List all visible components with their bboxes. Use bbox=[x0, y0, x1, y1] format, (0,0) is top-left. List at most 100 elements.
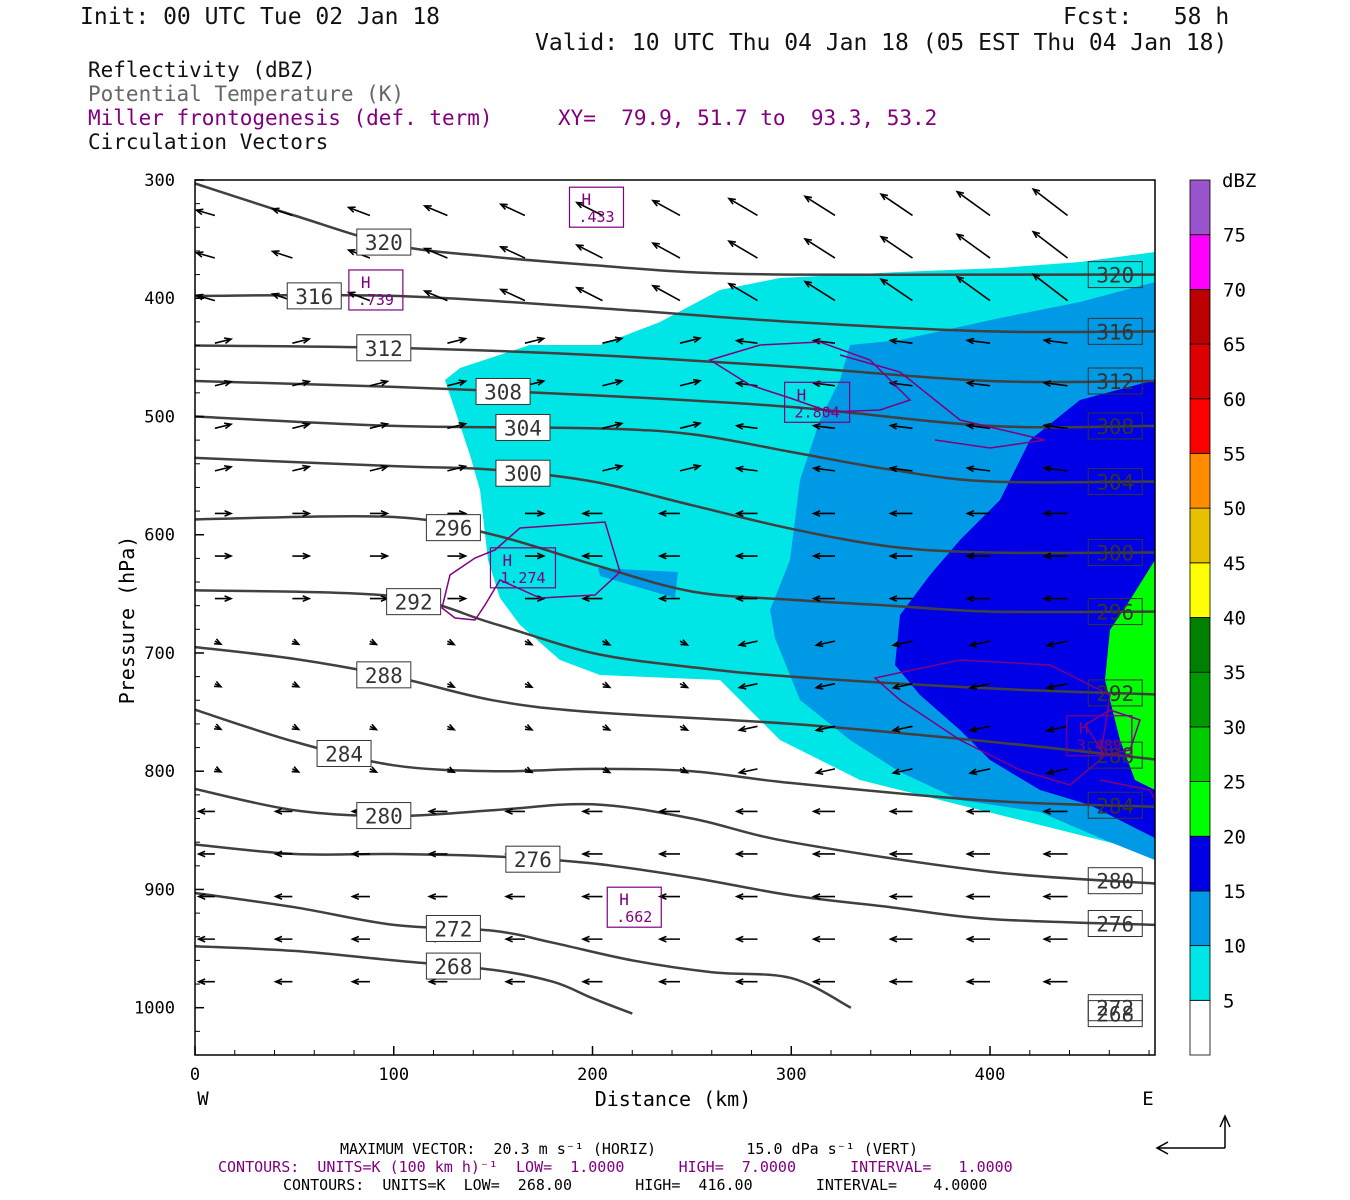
colorbar-label: 65 bbox=[1223, 334, 1246, 356]
circulation-vector bbox=[350, 893, 370, 901]
circulation-vector bbox=[891, 725, 913, 733]
circulation-vector bbox=[350, 850, 370, 858]
fronto-max-label: H.433 bbox=[568, 186, 625, 228]
circulation-vector bbox=[965, 465, 991, 473]
circulation-vector bbox=[524, 766, 534, 774]
svg-text:H: H bbox=[581, 190, 591, 209]
circulation-vector bbox=[1042, 850, 1068, 858]
circulation-vector bbox=[968, 768, 991, 776]
circulation-vector bbox=[196, 850, 215, 858]
circulation-vector bbox=[657, 595, 680, 603]
y-tick-label: 300 bbox=[144, 171, 175, 191]
legend-reflectivity: Reflectivity (dBZ) bbox=[88, 58, 316, 82]
circulation-vector bbox=[888, 422, 913, 430]
circulation-vector bbox=[1045, 725, 1068, 733]
circulation-vector bbox=[427, 807, 448, 815]
circulation-vector bbox=[350, 935, 370, 943]
svg-text:292: 292 bbox=[395, 591, 433, 615]
svg-text:3.489: 3.489 bbox=[1077, 737, 1122, 755]
svg-text:284: 284 bbox=[325, 742, 363, 766]
circulation-vector bbox=[888, 807, 913, 815]
svg-text:.739: .739 bbox=[358, 291, 394, 309]
svg-text:280: 280 bbox=[1096, 870, 1134, 894]
circulation-vector bbox=[888, 595, 913, 603]
circulation-vector bbox=[602, 379, 624, 387]
circulation-vector bbox=[679, 766, 690, 774]
circulation-vector bbox=[447, 595, 468, 603]
y-tick-label: 700 bbox=[144, 644, 175, 664]
circulation-vector bbox=[965, 893, 991, 901]
svg-text:312: 312 bbox=[365, 337, 403, 361]
circulation-vector bbox=[651, 242, 681, 259]
circulation-vector bbox=[214, 337, 234, 344]
circulation-vector bbox=[968, 682, 991, 691]
circulation-vector bbox=[1045, 768, 1068, 776]
circulation-vector bbox=[811, 509, 835, 517]
circulation-vector bbox=[734, 893, 758, 901]
colorbar-label: 55 bbox=[1223, 443, 1246, 465]
circulation-vector bbox=[734, 978, 758, 986]
circulation-vector bbox=[737, 768, 758, 775]
theta-contour bbox=[195, 293, 1155, 334]
y-tick-label: 400 bbox=[144, 289, 175, 309]
circulation-vector bbox=[292, 509, 312, 517]
y-tick-label: 900 bbox=[144, 880, 175, 900]
colorbar-swatch bbox=[1189, 453, 1211, 509]
forecast-hour: Fcst: 58 h bbox=[1063, 4, 1230, 30]
circulation-vector bbox=[811, 807, 835, 815]
colorbar-label: 20 bbox=[1223, 826, 1246, 848]
circulation-vector bbox=[196, 935, 215, 943]
svg-text:308: 308 bbox=[1096, 415, 1134, 439]
circulation-vector bbox=[1045, 682, 1068, 691]
colorbar-label: 50 bbox=[1223, 498, 1246, 520]
circulation-vector bbox=[811, 422, 836, 430]
theta-contour-label: 308 bbox=[475, 377, 531, 405]
circulation-vector bbox=[811, 978, 835, 986]
svg-text:296: 296 bbox=[1096, 601, 1134, 625]
theta-contour-label: 268 bbox=[1087, 1000, 1143, 1028]
circulation-vector bbox=[574, 201, 603, 217]
colorbar-label: 45 bbox=[1223, 553, 1246, 575]
colorbar-label: 15 bbox=[1223, 881, 1246, 903]
circulation-vector bbox=[965, 978, 991, 986]
circulation-vector bbox=[814, 768, 836, 775]
circulation-vector bbox=[195, 208, 216, 217]
circulation-vector bbox=[965, 595, 991, 603]
circulation-vector bbox=[369, 509, 390, 517]
circulation-vector bbox=[811, 552, 835, 560]
colorbar-label: 35 bbox=[1223, 662, 1246, 684]
colorbar-unit: dBZ bbox=[1222, 170, 1256, 192]
svg-text:276: 276 bbox=[1096, 913, 1134, 937]
svg-text:308: 308 bbox=[484, 380, 522, 404]
circulation-vector bbox=[524, 552, 546, 560]
colorbar-swatch bbox=[1189, 234, 1211, 290]
circulation-vector bbox=[657, 935, 680, 943]
circulation-vector bbox=[447, 681, 457, 689]
circulation-vector bbox=[891, 768, 913, 776]
y-tick-label: 800 bbox=[144, 762, 175, 782]
circulation-vector bbox=[1031, 273, 1069, 302]
circulation-vector bbox=[602, 724, 612, 731]
circulation-vector bbox=[213, 680, 223, 688]
svg-text:.662: .662 bbox=[616, 908, 652, 926]
x-end-left-label: W bbox=[197, 1088, 209, 1110]
circulation-vector bbox=[196, 807, 215, 815]
circulation-vector bbox=[811, 465, 836, 473]
circulation-vector bbox=[657, 978, 680, 986]
footer-max-vector: MAXIMUM VECTOR: 20.3 m s⁻¹ (HORIZ) 15.0 … bbox=[340, 1140, 918, 1158]
colorbar-swatch bbox=[1189, 999, 1211, 1056]
circulation-vector bbox=[574, 244, 603, 259]
fronto-contour bbox=[708, 341, 912, 413]
theta-contour-label: 292 bbox=[386, 588, 442, 616]
svg-text:300: 300 bbox=[504, 462, 542, 486]
circulation-vector bbox=[602, 464, 624, 472]
circulation-vector bbox=[504, 978, 525, 986]
circulation-vector bbox=[427, 893, 448, 901]
svg-text:.433: .433 bbox=[578, 208, 614, 226]
theta-contour-label: 300 bbox=[495, 459, 551, 487]
circulation-vector bbox=[888, 935, 913, 943]
circulation-vector bbox=[811, 893, 835, 901]
circulation-vector bbox=[891, 640, 913, 648]
circulation-vector bbox=[679, 336, 703, 344]
circulation-vector bbox=[524, 336, 546, 344]
